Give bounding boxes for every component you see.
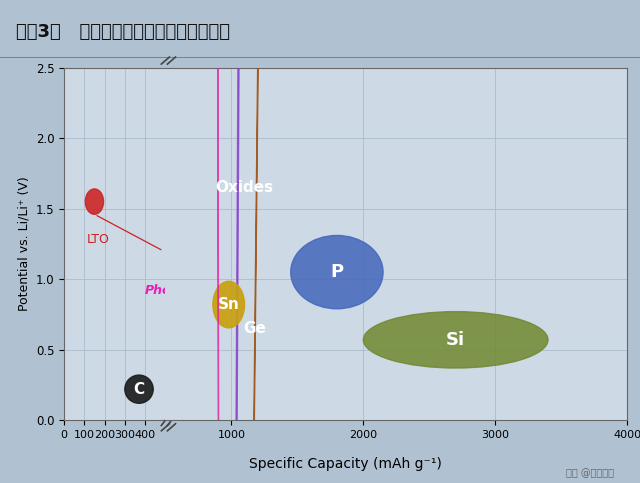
Text: Ge: Ge xyxy=(244,321,266,336)
Text: Specific Capacity (mAh g⁻¹): Specific Capacity (mAh g⁻¹) xyxy=(249,457,442,470)
Text: 头条 @未来智库: 头条 @未来智库 xyxy=(566,469,614,478)
Ellipse shape xyxy=(236,0,275,483)
Y-axis label: Potential vs. Li/Li⁺ (V): Potential vs. Li/Li⁺ (V) xyxy=(17,177,30,311)
Ellipse shape xyxy=(125,375,153,403)
Text: LTO: LTO xyxy=(86,233,109,246)
Text: C: C xyxy=(134,382,145,397)
Text: Oxides: Oxides xyxy=(216,180,274,195)
Text: 图表3：   典型负极材料比容量和对锂电压: 图表3： 典型负极材料比容量和对锂电压 xyxy=(16,23,230,41)
Text: P: P xyxy=(330,263,344,281)
Ellipse shape xyxy=(184,0,252,483)
Ellipse shape xyxy=(212,0,264,483)
Ellipse shape xyxy=(85,189,104,214)
Text: Si: Si xyxy=(446,331,465,349)
Text: Phosphides: Phosphides xyxy=(145,284,227,297)
Ellipse shape xyxy=(291,235,383,309)
Ellipse shape xyxy=(213,281,244,328)
Text: Sn: Sn xyxy=(218,297,239,312)
Ellipse shape xyxy=(364,312,548,368)
